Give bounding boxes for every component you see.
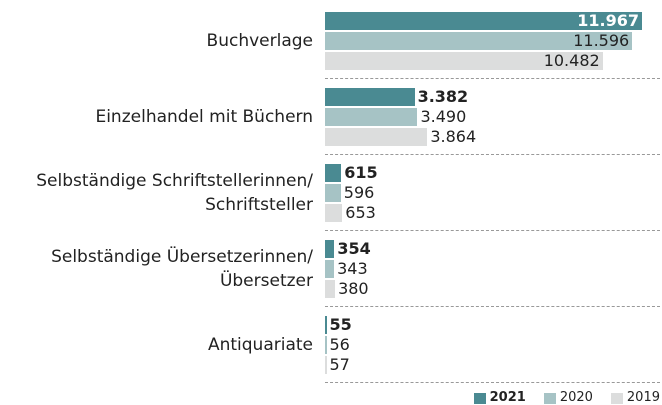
value-label: 380 [338, 279, 369, 298]
value-label: 596 [343, 183, 375, 202]
bar [325, 108, 418, 126]
separator [325, 382, 660, 383]
category-label: Antiquariate [207, 335, 313, 355]
category-label: Selbständige Schriftstellerinnen/ Schrif… [36, 171, 313, 215]
value-label: 55 [329, 315, 352, 334]
legend-label: 2019 [626, 390, 660, 405]
separator [325, 78, 660, 79]
legend-swatch [473, 393, 486, 404]
bar [325, 12, 642, 30]
value-label: 615 [344, 163, 378, 182]
value-label: 56 [329, 335, 350, 354]
category-label: Selbständige Übersetzerinnen/ Übersetzer [51, 247, 313, 291]
bar [325, 164, 342, 182]
bar [325, 336, 327, 354]
legend-label: 2021 [489, 390, 526, 405]
bar [325, 184, 341, 202]
separator [325, 230, 660, 231]
category-label: Buchverlage [206, 31, 313, 51]
value-label: 10.482 [543, 51, 600, 70]
bar [325, 128, 428, 146]
value-label: 653 [345, 203, 376, 222]
separator [325, 154, 660, 155]
value-label: 3.382 [417, 87, 469, 106]
legend-swatch [610, 393, 623, 404]
value-label: 11.596 [573, 31, 630, 50]
bar [325, 316, 327, 334]
value-label: 11.967 [577, 11, 639, 30]
bar [325, 280, 336, 298]
bar [325, 204, 343, 222]
bar [325, 260, 335, 278]
value-label: 3.864 [430, 127, 477, 146]
value-label: 343 [337, 259, 368, 278]
bar [325, 240, 335, 258]
value-label: 3.490 [420, 107, 467, 126]
legend-swatch [543, 393, 556, 404]
legend-label: 2020 [559, 390, 593, 405]
category-label: Einzelhandel mit Büchern [95, 107, 313, 127]
bar [325, 356, 327, 374]
value-label: 354 [337, 239, 371, 258]
bar [325, 52, 603, 70]
separator [325, 306, 660, 307]
bar [325, 32, 633, 50]
bar [325, 88, 415, 106]
value-label: 57 [329, 355, 350, 374]
